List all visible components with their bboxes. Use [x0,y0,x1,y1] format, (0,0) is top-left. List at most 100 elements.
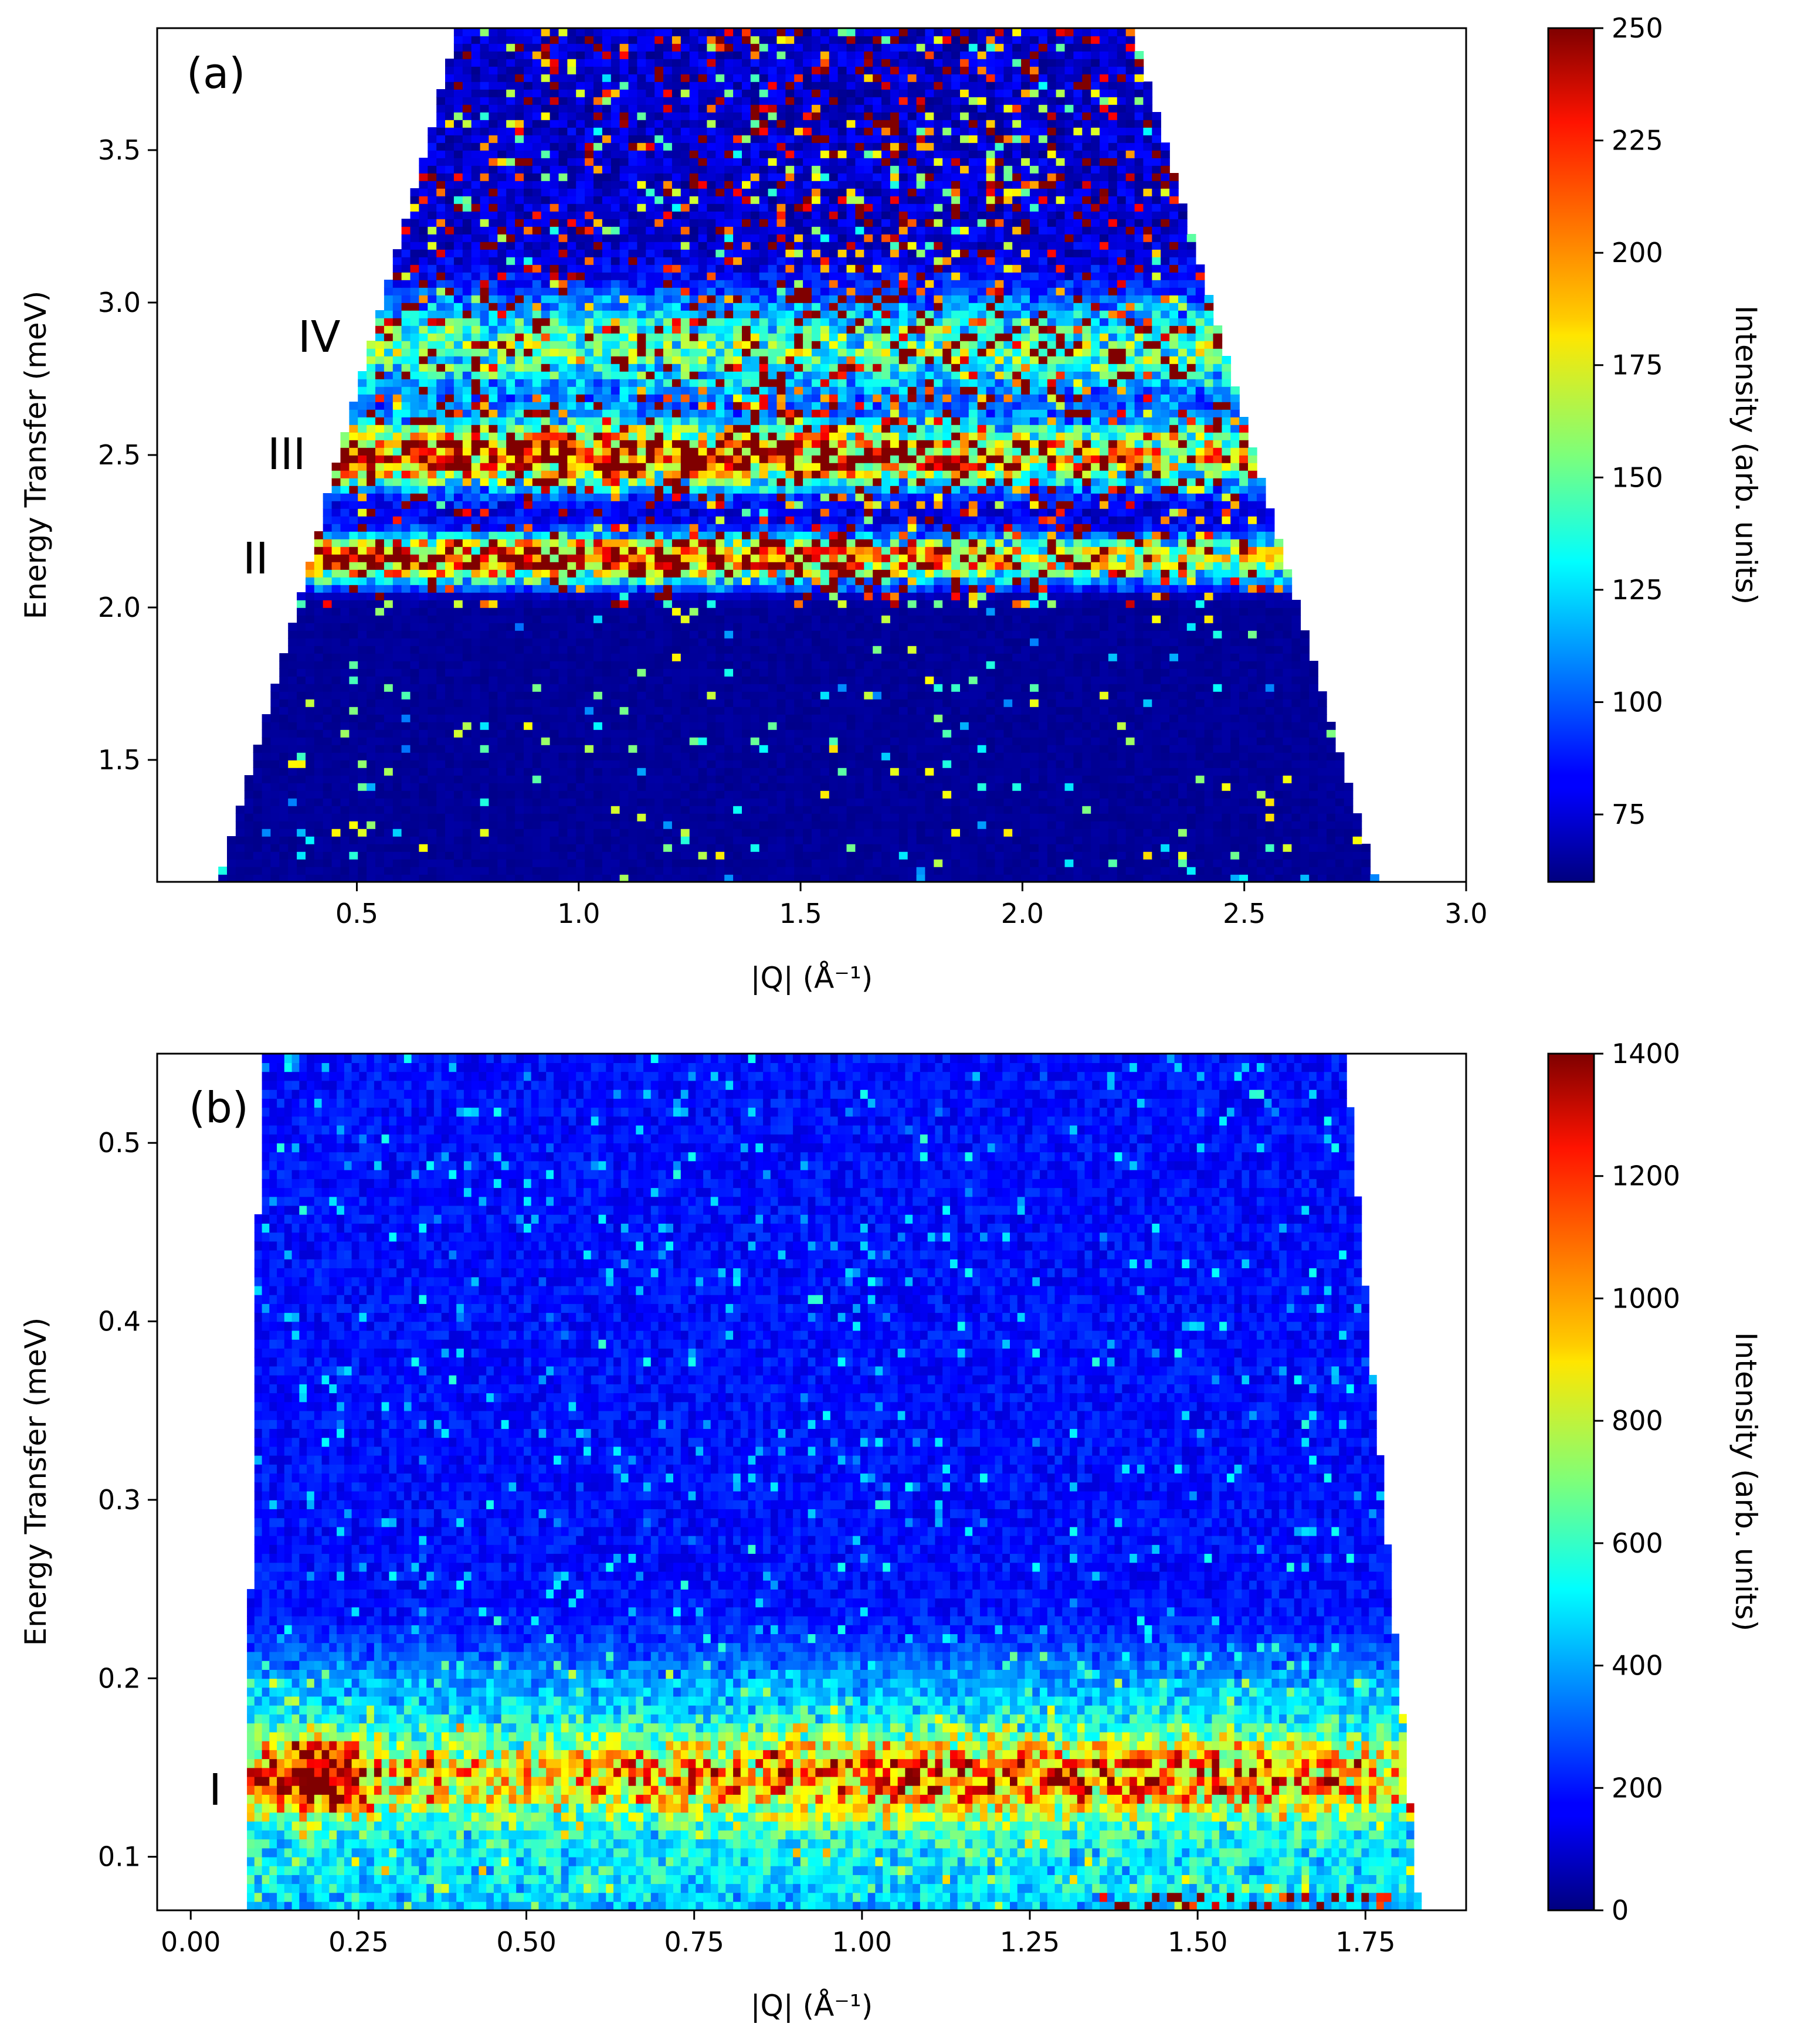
heatmap-cell [445,806,455,814]
heatmap-cell [279,707,289,715]
heatmap-cell [1152,638,1161,646]
heatmap-cell [838,623,847,631]
heatmap-cell [1056,646,1066,654]
heatmap-cell [759,813,769,821]
heatmap-cell [559,707,568,715]
heatmap-cell [288,722,297,730]
heatmap-cell [820,768,830,776]
heatmap-cell [847,600,856,608]
heatmap-cell [1003,851,1013,860]
heatmap-cell [890,745,900,753]
heatmap-cell [707,592,716,600]
heatmap-cell [576,790,585,799]
heatmap-cell [1143,661,1152,669]
heatmap-cell [533,684,542,692]
heatmap-cell [986,707,996,715]
heatmap-cell [951,760,961,768]
heatmap-cell [419,859,428,867]
heatmap-cell [349,752,358,760]
heatmap-cell [393,859,402,867]
heatmap-cell [585,722,594,730]
heatmap-cell [445,760,455,768]
heatmap-cell [847,844,856,852]
heatmap-cell [1300,783,1310,791]
heatmap-cell [480,623,490,631]
heatmap-cell [1205,851,1214,860]
heatmap-cell [620,699,629,707]
heatmap-cell [306,798,315,806]
heatmap-cell [576,806,585,814]
heatmap-cell [855,615,864,623]
heatmap-cell [707,569,716,578]
heatmap-cell [1344,790,1354,799]
heatmap-cell [654,790,664,799]
heatmap-cell [751,607,760,616]
heatmap-cell [559,790,568,799]
heatmap-cell [890,630,900,639]
heatmap-cell [1283,623,1293,631]
heatmap-cell [1248,760,1257,768]
heatmap-cell [367,699,376,707]
heatmap-cell [1309,729,1318,738]
heatmap-cell [358,569,367,578]
heatmap-cell [1266,722,1275,730]
heatmap-cell [559,714,568,722]
heatmap-cell [698,821,708,829]
heatmap-cell [1161,630,1170,639]
heatmap-cell [794,844,803,852]
heatmap-cell [986,806,996,814]
heatmap-cell [1300,684,1310,692]
heatmap-cell [969,646,978,654]
heatmap-cell [637,729,646,738]
heatmap-cell [759,775,769,783]
heatmap-cell [454,806,463,814]
heatmap-cell [663,714,673,722]
heatmap-cell [358,607,367,616]
heatmap-cell [384,630,394,639]
heatmap-cell [751,821,760,829]
heatmap-cell [1143,821,1152,829]
heatmap-cell [436,806,446,814]
heatmap-cell [1108,806,1118,814]
heatmap-cell [978,844,987,852]
heatmap-cell [1143,768,1152,776]
heatmap-cell [995,653,1005,661]
heatmap-cell [463,783,472,791]
heatmap-cell [480,684,490,692]
heatmap-cell [480,745,490,753]
heatmap-cell [480,821,490,829]
heatmap-cell [1196,836,1205,844]
heatmap-cell [1257,821,1266,829]
heatmap-cell [1213,806,1223,814]
heatmap-cell [881,783,891,791]
heatmap-cell [1283,699,1293,707]
heatmap-cell [480,661,490,669]
heatmap-cell [1257,668,1266,677]
heatmap-cell [270,775,280,783]
heatmap-cell [1187,829,1196,837]
heatmap-cell [1230,661,1240,669]
heatmap-cell [1003,615,1013,623]
heatmap-cell [785,859,795,867]
heatmap-cell [1126,745,1135,753]
heatmap-cell [341,699,350,707]
heatmap-cell [637,867,646,875]
heatmap-cell [489,630,498,639]
heatmap-cell [428,668,437,677]
heatmap-cell [733,615,742,623]
heatmap-cell [1091,760,1100,768]
heatmap-cell [873,714,882,722]
heatmap-cell [995,714,1005,722]
heatmap-cell [1178,699,1188,707]
heatmap-cell [942,691,952,700]
heatmap-cell [681,729,690,738]
heatmap-cell [602,699,612,707]
heatmap-cell [1257,760,1266,768]
heatmap-cell [637,813,646,821]
heatmap-cell [1266,829,1275,837]
heatmap-cell [1091,813,1100,821]
heatmap-cell [576,775,585,783]
heatmap-cell [1239,585,1249,593]
heatmap-cell [585,851,594,860]
heatmap-cell [445,661,455,669]
